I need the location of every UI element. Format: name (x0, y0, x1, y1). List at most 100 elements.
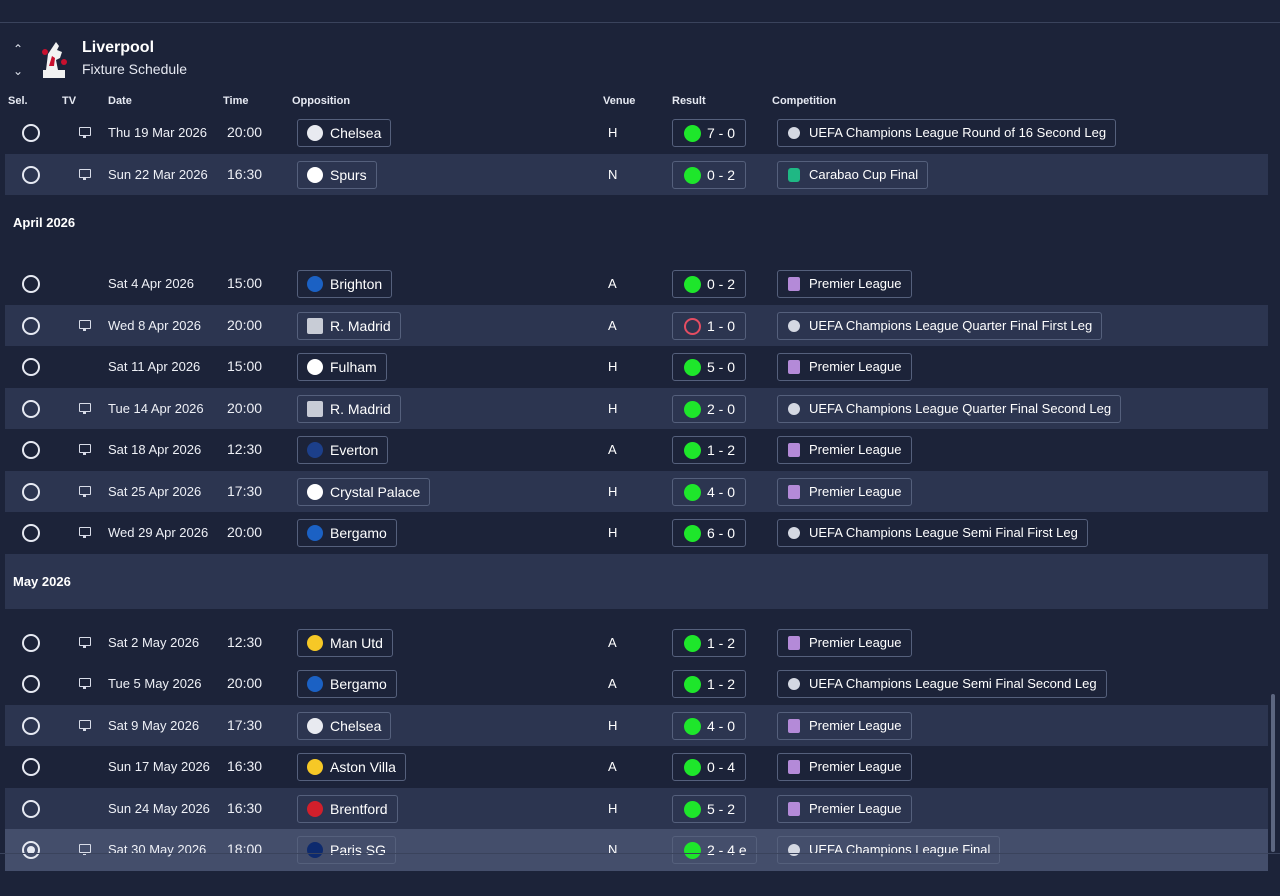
opposition-button[interactable]: Bergamo (297, 670, 397, 698)
select-radio[interactable] (22, 316, 40, 335)
competition-button[interactable]: Premier League (777, 628, 912, 657)
premier-league-icon (788, 277, 800, 291)
opposition-button[interactable]: Fulham (297, 353, 387, 381)
competition-name: UEFA Champions League Final (809, 842, 991, 857)
opposition-button[interactable]: Man Utd (297, 628, 393, 657)
result-button[interactable]: 2 - 0 (672, 394, 746, 423)
table-row[interactable]: Tue 14 Apr 2026 20:00 R. Madrid H 2 - 0 … (5, 387, 1268, 429)
select-radio[interactable] (22, 482, 40, 501)
result-score: 5 - 0 (707, 359, 736, 375)
competition-button[interactable]: Premier League (777, 436, 912, 464)
competition-button[interactable]: Premier League (777, 270, 912, 298)
col-venue[interactable]: Venue (603, 95, 636, 107)
select-radio[interactable] (22, 165, 40, 184)
chevron-down-icon[interactable]: ⌄ (12, 64, 24, 78)
competition-button[interactable]: UEFA Champions League Quarter Final Firs… (777, 311, 1103, 340)
select-radio[interactable] (22, 399, 40, 418)
fixture-date: Sat 4 Apr 2026 (108, 276, 195, 291)
select-radio[interactable] (22, 524, 40, 542)
opposition-button[interactable]: Everton (297, 436, 389, 464)
opposition-button[interactable]: R. Madrid (297, 311, 401, 340)
fixture-date: Sun 17 May 2026 (108, 759, 210, 774)
table-row[interactable]: Tue 5 May 2026 20:00 Bergamo A 1 - 2 UEF… (5, 663, 1268, 705)
opposition-button[interactable]: Brentford (297, 794, 398, 823)
result-button[interactable]: 6 - 0 (672, 519, 746, 547)
result-button[interactable]: 5 - 0 (672, 353, 746, 381)
opposition-button[interactable]: Paris SG (297, 836, 397, 864)
opposition-button[interactable]: Chelsea (297, 711, 392, 740)
result-button[interactable]: 1 - 0 (672, 311, 746, 340)
table-row[interactable]: Sun 17 May 2026 16:30 Aston Villa A 0 - … (5, 746, 1268, 788)
select-radio[interactable] (22, 275, 40, 293)
competition-button[interactable]: UEFA Champions League Final (777, 836, 1001, 864)
table-row[interactable]: Sat 11 Apr 2026 15:00 Fulham H 5 - 0 Pre… (5, 346, 1268, 388)
select-radio[interactable] (22, 633, 40, 652)
opposition-button[interactable]: Brighton (297, 270, 393, 298)
result-button[interactable]: 5 - 2 (672, 794, 746, 823)
col-result[interactable]: Result (672, 95, 706, 107)
opposition-button[interactable]: Chelsea (297, 119, 392, 147)
result-button[interactable]: 1 - 2 (672, 628, 746, 657)
col-time[interactable]: Time (223, 95, 249, 107)
premier-league-icon (788, 360, 800, 374)
competition-button[interactable]: UEFA Champions League Round of 16 Second… (777, 119, 1117, 147)
table-row[interactable]: Sat 18 Apr 2026 12:30 Everton A 1 - 2 Pr… (5, 429, 1268, 471)
table-row[interactable]: Sun 24 May 2026 16:30 Brentford H 5 - 2 … (5, 787, 1268, 829)
table-row[interactable]: Wed 8 Apr 2026 20:00 R. Madrid A 1 - 0 U… (5, 304, 1268, 346)
fixture-date: Sat 11 Apr 2026 (108, 359, 201, 374)
result-button[interactable]: 2 - 4 e (672, 836, 757, 864)
select-radio[interactable] (22, 358, 40, 376)
table-row[interactable]: Sat 2 May 2026 12:30 Man Utd A 1 - 2 Pre… (5, 622, 1268, 664)
select-radio[interactable] (22, 758, 40, 776)
opposition-button[interactable]: Crystal Palace (297, 477, 431, 506)
result-button[interactable]: 4 - 0 (672, 477, 746, 506)
table-row[interactable]: Sun 22 Mar 2026 16:30 Spurs N 0 - 2 Cara… (5, 153, 1268, 195)
competition-name: UEFA Champions League Quarter Final Firs… (809, 317, 1093, 333)
chevron-up-icon[interactable]: ⌃ (12, 42, 24, 56)
table-row[interactable]: Sat 9 May 2026 17:30 Chelsea H 4 - 0 Pre… (5, 704, 1268, 746)
opposition-button[interactable]: R. Madrid (297, 394, 401, 423)
col-date[interactable]: Date (108, 95, 132, 107)
competition-button[interactable]: UEFA Champions League Quarter Final Seco… (777, 394, 1122, 423)
opposition-name: Brentford (330, 800, 388, 817)
select-radio[interactable] (22, 441, 40, 459)
select-radio[interactable] (22, 841, 40, 859)
competition-button[interactable]: Premier League (777, 353, 912, 381)
col-competition[interactable]: Competition (772, 95, 837, 107)
col-opposition[interactable]: Opposition (292, 95, 351, 107)
result-button[interactable]: 0 - 4 (672, 753, 746, 781)
table-row[interactable]: Wed 29 Apr 2026 20:00 Bergamo H 6 - 0 UE… (5, 512, 1268, 554)
select-radio[interactable] (22, 675, 40, 693)
competition-button[interactable]: UEFA Champions League Semi Final First L… (777, 519, 1088, 547)
result-button[interactable]: 1 - 2 (672, 670, 746, 698)
tv-icon (79, 127, 91, 138)
select-radio[interactable] (22, 799, 40, 818)
champions-league-icon (788, 678, 800, 690)
competition-button[interactable]: UEFA Champions League Semi Final Second … (777, 670, 1107, 698)
opposition-name: R. Madrid (330, 400, 391, 417)
opposition-button[interactable]: Aston Villa (297, 753, 406, 781)
result-button[interactable]: 0 - 2 (672, 270, 746, 298)
fixture-venue: A (608, 634, 617, 650)
competition-button[interactable]: Carabao Cup Final (777, 160, 929, 189)
table-row[interactable]: Sat 4 Apr 2026 15:00 Brighton A 0 - 2 Pr… (5, 263, 1268, 305)
result-button[interactable]: 0 - 2 (672, 160, 746, 189)
table-row[interactable]: Sat 25 Apr 2026 17:30 Crystal Palace H 4… (5, 470, 1268, 512)
table-row[interactable]: Thu 19 Mar 2026 20:00 Chelsea H 7 - 0 UE… (5, 112, 1268, 154)
competition-button[interactable]: Premier League (777, 794, 912, 823)
scrollbar[interactable] (1271, 694, 1275, 852)
competition-button[interactable]: Premier League (777, 477, 912, 506)
competition-button[interactable]: Premier League (777, 711, 912, 740)
result-button[interactable]: 7 - 0 (672, 119, 746, 147)
fulham-badge-icon (307, 359, 323, 375)
table-row-selected[interactable]: Sat 30 May 2026 18:00 Paris SG N 2 - 4 e… (5, 829, 1268, 871)
select-radio[interactable] (22, 124, 40, 142)
opposition-button[interactable]: Spurs (297, 160, 377, 189)
col-sel[interactable]: Sel. (8, 95, 28, 107)
opposition-button[interactable]: Bergamo (297, 519, 397, 547)
col-tv[interactable]: TV (62, 95, 77, 107)
select-radio[interactable] (22, 716, 40, 735)
result-button[interactable]: 4 - 0 (672, 711, 746, 740)
competition-button[interactable]: Premier League (777, 753, 912, 781)
result-button[interactable]: 1 - 2 (672, 436, 746, 464)
